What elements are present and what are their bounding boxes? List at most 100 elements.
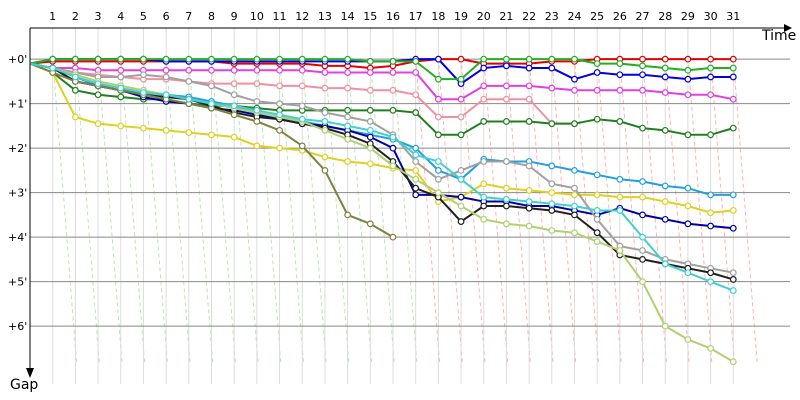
- lap-guide: [573, 57, 599, 365]
- data-point: [389, 233, 397, 241]
- data-point: [185, 55, 193, 63]
- lap-guide: [596, 57, 622, 365]
- x-tick-label: 16: [386, 10, 400, 23]
- data-point: [593, 215, 601, 223]
- data-point: [639, 71, 646, 79]
- lap-guide: [505, 57, 531, 365]
- data-point: [389, 69, 397, 76]
- x-tick-label: 12: [295, 10, 309, 23]
- data-point: [366, 160, 374, 168]
- data-point: [639, 193, 646, 201]
- data-point: [684, 202, 692, 210]
- data-point: [593, 115, 601, 123]
- data-point: [729, 207, 737, 214]
- data-point: [366, 118, 374, 125]
- lap-guide: [97, 57, 123, 365]
- y-axis-arrow: [26, 368, 34, 378]
- data-point: [457, 113, 465, 121]
- data-point: [117, 55, 125, 63]
- data-point: [480, 202, 488, 210]
- data-point: [457, 95, 465, 103]
- data-point: [571, 120, 578, 128]
- data-point: [707, 209, 714, 217]
- data-point: [661, 215, 669, 223]
- data-point: [230, 102, 238, 110]
- lap-guide: [324, 57, 350, 365]
- data-point: [344, 106, 352, 114]
- x-axis-arrow: [784, 24, 792, 32]
- x-tick-label: 14: [341, 10, 355, 23]
- data-point: [639, 178, 646, 185]
- data-point: [707, 64, 714, 72]
- data-point: [276, 55, 283, 63]
- lap-guide: [188, 57, 214, 365]
- data-point: [208, 55, 215, 63]
- data-point: [639, 233, 646, 241]
- data-point: [366, 106, 374, 114]
- data-point: [298, 66, 306, 74]
- data-point: [571, 184, 578, 192]
- data-point: [344, 113, 352, 121]
- lap-guide: [619, 57, 645, 365]
- data-point: [503, 202, 510, 210]
- lap-guide: [551, 57, 577, 365]
- data-point: [548, 84, 556, 92]
- x-tick-label: 4: [117, 10, 124, 23]
- x-tick-label: 18: [431, 10, 445, 23]
- data-point: [117, 73, 125, 81]
- lap-guide: [528, 57, 554, 365]
- data-point: [684, 269, 692, 277]
- data-point: [389, 106, 397, 114]
- data-point: [253, 55, 261, 63]
- data-point: [571, 229, 578, 237]
- lap-guide: [415, 57, 441, 365]
- data-point: [707, 55, 714, 63]
- data-point: [525, 82, 533, 90]
- data-point: [344, 55, 352, 63]
- data-point: [571, 191, 578, 199]
- data-point: [503, 118, 510, 125]
- data-point: [140, 71, 147, 79]
- data-point: [639, 62, 646, 70]
- y-tick-label: +2': [8, 142, 27, 155]
- data-point: [412, 144, 420, 152]
- data-point: [661, 89, 669, 96]
- data-point: [548, 55, 556, 63]
- data-point: [548, 162, 556, 170]
- data-point: [276, 100, 283, 108]
- data-point: [525, 95, 533, 103]
- y-tick-label: +6': [8, 320, 27, 333]
- data-point: [548, 227, 556, 234]
- series-line: [29, 62, 734, 136]
- data-point: [71, 55, 79, 63]
- data-point: [366, 86, 374, 94]
- data-point: [366, 126, 374, 134]
- data-point: [457, 202, 465, 210]
- data-point: [729, 224, 737, 232]
- data-point: [548, 120, 556, 128]
- x-tick-label: 2: [72, 10, 79, 23]
- lap-guide: [732, 57, 758, 365]
- data-point: [707, 73, 714, 81]
- data-point: [230, 66, 238, 74]
- data-point: [94, 80, 102, 88]
- data-point: [344, 122, 352, 130]
- data-point: [548, 207, 556, 214]
- data-point: [729, 55, 737, 63]
- data-point: [253, 80, 261, 88]
- data-point: [707, 278, 714, 286]
- series-line: [29, 62, 734, 274]
- y-tick-label: +1': [8, 98, 27, 111]
- data-point: [253, 142, 261, 150]
- data-point: [480, 118, 488, 125]
- data-point: [525, 55, 533, 63]
- lap-guide: [642, 57, 668, 365]
- data-point: [729, 124, 737, 132]
- data-point: [140, 55, 147, 63]
- data-point: [593, 69, 601, 76]
- data-point: [661, 260, 669, 268]
- data-point: [208, 131, 215, 139]
- data-point: [616, 247, 624, 254]
- data-point: [140, 124, 147, 132]
